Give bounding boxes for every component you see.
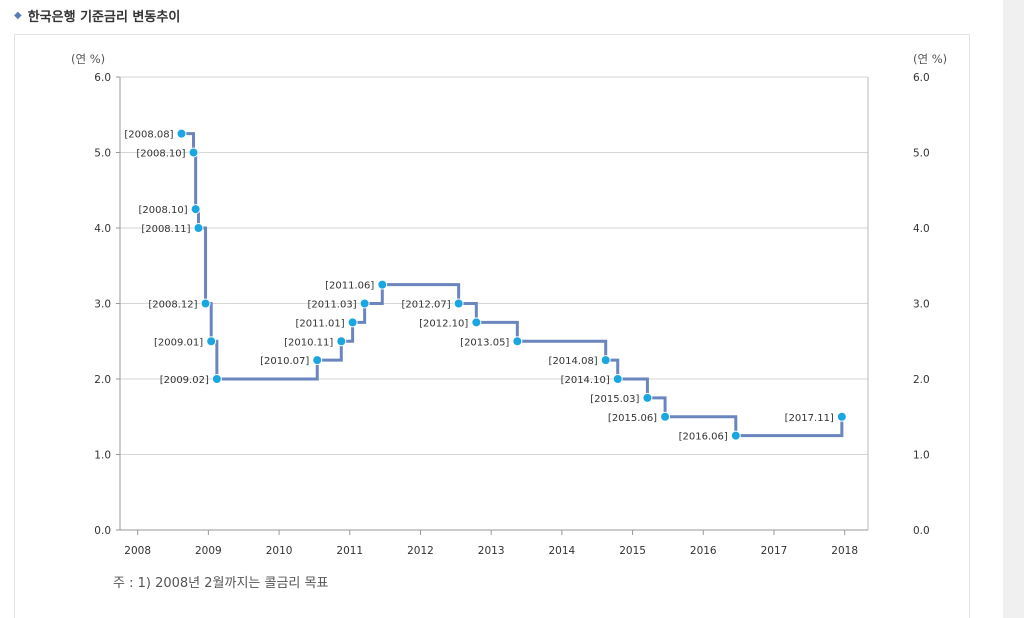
data-point (836, 411, 847, 422)
data-point (359, 298, 370, 309)
y-tick-label-left: 0.0 (94, 525, 111, 537)
data-label: [2009.01] (154, 337, 203, 348)
data-label: [2013.05] (460, 337, 509, 348)
x-tick-label: 2010 (266, 545, 293, 557)
y-tick-label-right: 4.0 (913, 223, 930, 235)
data-point (312, 355, 323, 366)
y-tick-label-left: 2.0 (94, 374, 111, 386)
data-label: [2011.06] (325, 281, 374, 292)
x-tick-label: 2017 (761, 545, 788, 557)
data-label: [2015.03] (590, 394, 639, 405)
data-label: [2015.06] (608, 413, 657, 424)
data-point (190, 204, 201, 215)
data-point (211, 374, 222, 384)
y-tick-label-left: 5.0 (94, 148, 111, 160)
page-scroll-area (1003, 0, 1024, 618)
data-point (193, 223, 204, 233)
data-label: [2009.02] (160, 375, 209, 386)
x-tick-label: 2018 (831, 545, 858, 557)
data-point (200, 298, 211, 309)
data-label: [2010.07] (260, 356, 309, 367)
x-tick-label: 2012 (407, 545, 434, 557)
y-tick-label-left: 1.0 (94, 450, 111, 462)
data-label: [2008.08] (124, 130, 173, 141)
data-point (600, 355, 611, 366)
data-label: [2008.10] (138, 205, 187, 216)
data-label: [2008.10] (136, 149, 185, 160)
data-label: [2014.08] (549, 356, 598, 367)
footnote: 주 : 1) 2008년 2월까지는 콜금리 목표 (113, 576, 328, 591)
data-label: [2008.12] (148, 300, 197, 311)
data-point (176, 128, 187, 139)
series-line-rate (181, 132, 844, 438)
data-point (453, 298, 464, 309)
y-tick-label-right: 5.0 (913, 148, 930, 160)
data-point (471, 317, 482, 328)
y-tick-label-right: 3.0 (913, 299, 930, 311)
data-label: [2011.01] (295, 318, 344, 329)
chart-title: 한국은행 기준금리 변동추이 (27, 10, 181, 25)
data-point (612, 374, 623, 384)
x-tick-label: 2009 (195, 545, 222, 557)
diamond-icon: ◆ (14, 10, 22, 21)
data-point (512, 336, 523, 347)
data-point (188, 147, 199, 158)
y-unit-left: (연 %) (71, 52, 105, 66)
data-point (642, 392, 653, 403)
data-point (347, 317, 358, 328)
y-tick-label-left: 6.0 (94, 72, 111, 84)
y-tick-label-right: 0.0 (913, 525, 930, 537)
y-tick-label-right: 2.0 (913, 374, 930, 386)
data-point (660, 411, 671, 422)
data-label: [2010.11] (284, 337, 333, 348)
data-point (730, 430, 741, 441)
data-label: [2012.07] (401, 300, 450, 311)
x-tick-label: 2008 (124, 545, 151, 557)
x-tick-label: 2015 (619, 545, 646, 557)
y-tick-label-left: 4.0 (94, 223, 111, 235)
data-point (377, 279, 388, 290)
x-tick-label: 2016 (690, 545, 717, 557)
y-tick-label-right: 1.0 (913, 450, 930, 462)
y-tick-label-right: 6.0 (913, 72, 930, 84)
chart-container (14, 34, 970, 618)
data-label: [2017.11] (785, 413, 834, 424)
x-tick-label: 2013 (478, 545, 505, 557)
y-tick-label-left: 3.0 (94, 299, 111, 311)
data-label: [2008.11] (141, 224, 190, 235)
data-label: [2016.06] (679, 432, 728, 443)
x-tick-label: 2014 (549, 545, 576, 557)
data-label: [2014.10] (561, 375, 610, 386)
x-tick-label: 2011 (336, 545, 363, 557)
data-point (336, 336, 347, 347)
data-label: [2012.10] (419, 318, 468, 329)
chart-title-row: ◆ 한국은행 기준금리 변동추이 (14, 6, 180, 25)
y-unit-right: (연 %) (913, 52, 947, 66)
data-label: [2011.03] (307, 300, 356, 311)
data-point (206, 336, 217, 347)
